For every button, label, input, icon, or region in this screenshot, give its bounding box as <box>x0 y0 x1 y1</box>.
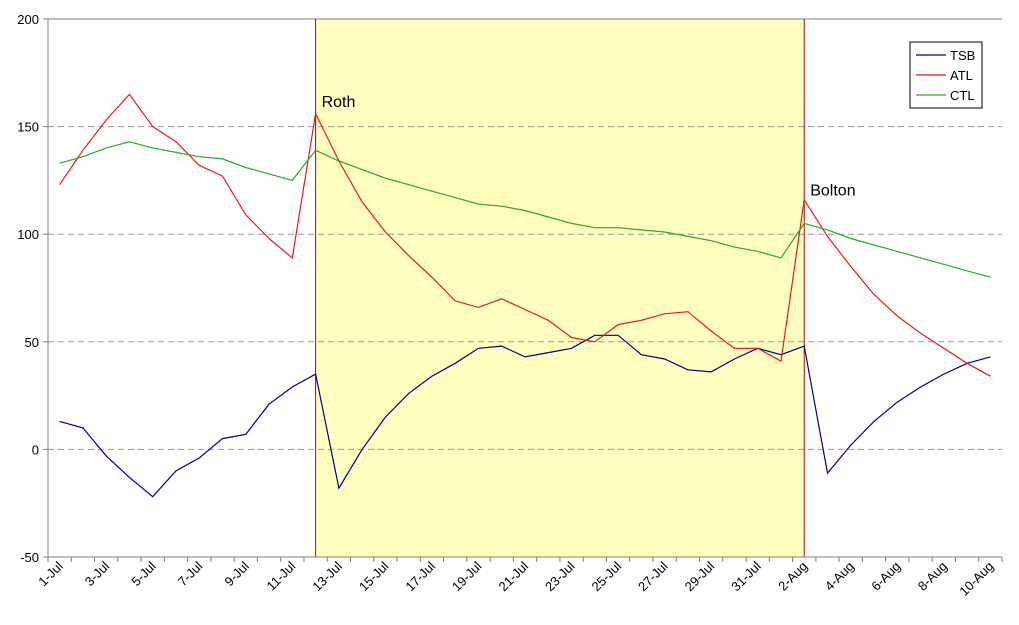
y-tick-label: -50 <box>20 550 39 565</box>
legend-label-ctl: CTL <box>950 88 975 103</box>
x-tick-label: 15-Jul <box>356 558 392 594</box>
x-tick-label: 5-Jul <box>128 558 159 589</box>
y-tick-label: 200 <box>17 12 39 27</box>
x-tick-label: 31-Jul <box>728 558 764 594</box>
series-line-atl <box>59 93 991 377</box>
x-tick-label: 27-Jul <box>635 558 671 594</box>
x-tick-label: 2-Aug <box>775 559 810 594</box>
annotation-bolton: Bolton <box>810 182 855 199</box>
y-tick-label: 0 <box>32 442 39 457</box>
legend-label-tsb: TSB <box>950 48 975 63</box>
y-tick-label: 100 <box>17 227 39 242</box>
x-tick-label: 4-Aug <box>822 559 857 594</box>
series-line-tsb <box>59 334 991 498</box>
y-tick-label: 150 <box>17 120 39 135</box>
series-line-ctl <box>59 141 991 278</box>
x-tick-label: 3-Jul <box>82 558 113 589</box>
x-tick-label: 21-Jul <box>495 558 531 594</box>
highlight-period-band <box>315 19 805 557</box>
x-tick-label: 23-Jul <box>542 558 578 594</box>
x-tick-label: 13-Jul <box>309 558 345 594</box>
x-tick-label: 11-Jul <box>263 558 298 593</box>
x-tick-label: 25-Jul <box>589 558 625 594</box>
legend: TSB ATL CTL <box>909 41 983 109</box>
x-tick-label: 17-Jul <box>402 558 438 594</box>
y-tick-label: 50 <box>25 335 39 350</box>
x-tick-label: 7-Jul <box>175 558 206 589</box>
legend-label-atl: ATL <box>950 68 973 83</box>
x-tick-label: 9-Jul <box>221 558 252 589</box>
x-tick-label: 6-Aug <box>868 559 903 594</box>
x-tick-label: 10-Aug <box>956 559 996 599</box>
x-tick-label: 19-Jul <box>449 558 485 594</box>
annotation-roth: Roth <box>322 94 356 111</box>
x-tick-label: 29-Jul <box>682 558 718 594</box>
x-tick-label: 1-Jul <box>35 558 66 589</box>
x-tick-label: 8-Aug <box>915 559 950 594</box>
